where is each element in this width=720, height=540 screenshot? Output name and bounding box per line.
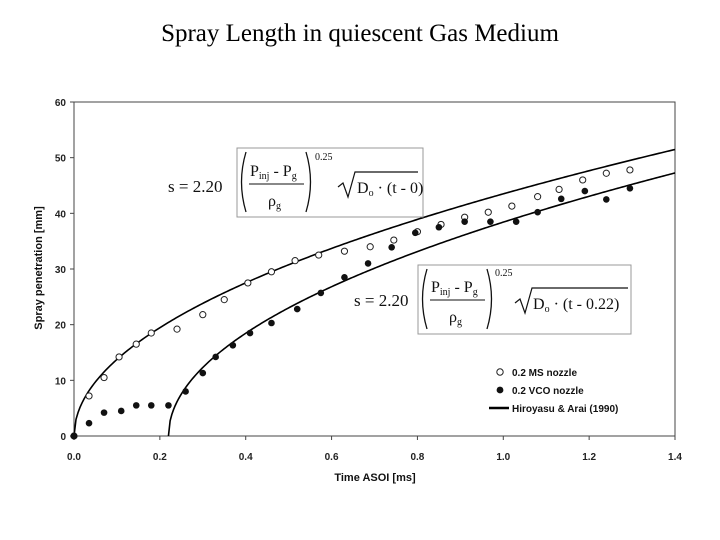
equation-lower-numerator: Pinj - Pg	[431, 279, 478, 298]
y-tick-label: 0	[60, 432, 66, 443]
fit-curves	[73, 148, 676, 437]
x-tick-label: 1.2	[582, 452, 596, 463]
vco-nozzle-point	[435, 223, 443, 231]
x-tick-label: 0.2	[153, 452, 167, 463]
vco-nozzle-point	[626, 184, 634, 192]
vco-nozzle-point	[70, 432, 78, 440]
ms-nozzle-point	[366, 243, 374, 251]
equation-upper-lhs: s = 2.20	[168, 177, 222, 196]
legend-label-vco: 0.2 VCO nozzle	[512, 386, 584, 397]
legend-marker-vco	[496, 386, 504, 394]
slide-title: Spray Length in quiescent Gas Medium	[161, 20, 559, 47]
equation-upper-numerator: Pinj - Pg	[250, 163, 297, 182]
ms-nozzle-point	[390, 236, 398, 244]
ms-nozzle-point	[602, 169, 610, 177]
ms-nozzle-point	[267, 268, 276, 276]
ms-nozzle-point	[199, 311, 207, 319]
ms-nozzle-point	[147, 329, 155, 337]
ms-nozzle-point	[115, 353, 123, 361]
vco-nozzle-point	[229, 341, 237, 349]
legend-marker-ms	[496, 368, 504, 376]
x-tick-label: 0.8	[410, 452, 424, 463]
x-tick-label: 0.0	[67, 452, 81, 463]
x-axis-ticks: 0.0 0.2 0.4 0.6 0.8 1.0 1.2 1.4	[67, 436, 682, 463]
vco-nozzle-point	[132, 402, 140, 409]
equation-lower-root: Do · (t - 0.22)	[533, 296, 619, 315]
equation-lower: s = 2.20 Pinj - Pg ρg 0.25 Do · (t - 0.2…	[354, 264, 632, 335]
y-tick-label: 30	[55, 265, 67, 276]
x-axis-label: Time ASOI [ms]	[334, 472, 416, 484]
vco-nozzle-point	[85, 419, 93, 427]
vco-nozzle-point	[199, 369, 207, 377]
ms-nozzle-point	[626, 166, 634, 174]
vco-nozzle-point	[364, 260, 372, 267]
x-tick-label: 1.4	[668, 452, 682, 463]
y-axis-label: Spray penetration [mm]	[33, 206, 45, 330]
equation-upper: s = 2.20 Pinj - Pg ρg 0.25 Do · (t - 0)	[168, 147, 424, 218]
legend-label-hiroyasu: Hiroyasu & Arai (1990)	[512, 404, 618, 415]
x-tick-label: 1.0	[496, 452, 510, 463]
legend: 0.2 MS nozzle 0.2 VCO nozzle Hiroyasu & …	[489, 368, 618, 415]
ms-nozzle-point	[132, 340, 140, 348]
vco-nozzle-point	[557, 195, 565, 203]
legend-label-ms: 0.2 MS nozzle	[512, 368, 577, 379]
equation-upper-root: Do · (t - 0)	[357, 180, 423, 199]
y-tick-label: 20	[55, 321, 67, 332]
ms-nozzle-point	[291, 257, 299, 265]
y-tick-label: 60	[55, 98, 67, 109]
vco-nozzle-point	[212, 353, 219, 361]
vco-nozzle-point	[268, 319, 275, 327]
ms-nozzle-point	[508, 202, 516, 210]
vco-nozzle-point	[100, 409, 108, 416]
vco-nozzle-point	[147, 402, 155, 409]
ms-nozzle-point	[100, 373, 108, 382]
vco-nozzle-point	[293, 305, 301, 313]
ms-nozzle-point	[173, 325, 181, 333]
vco-nozzle-point	[246, 329, 254, 337]
ms-nozzle-point	[244, 279, 252, 287]
y-tick-label: 40	[55, 209, 67, 220]
vco-nozzle-point	[581, 187, 589, 195]
vco-nozzle-point	[182, 388, 189, 395]
equation-lower-denominator: ρg	[449, 309, 462, 328]
ms-nozzle-point	[484, 208, 492, 216]
fit-curve-1	[167, 172, 676, 437]
vco-nozzle-point	[317, 289, 325, 297]
ms-nozzle-point	[579, 176, 587, 184]
vco-nozzle-point	[534, 208, 541, 216]
vco-nozzle-point	[165, 402, 172, 409]
vco-nozzle-point	[411, 229, 419, 237]
y-tick-label: 50	[55, 154, 67, 165]
fit-curve-0	[73, 148, 676, 437]
vco-nozzle-point	[341, 274, 348, 281]
vco-nozzle-point	[461, 218, 468, 225]
equation-lower-lhs: s = 2.20	[354, 291, 408, 310]
equation-lower-exponent: 0.25	[495, 268, 513, 279]
ms-nozzle-point	[340, 247, 349, 255]
vco-nozzle-point	[487, 218, 494, 225]
vco-nozzle-point	[603, 196, 610, 203]
vco-nozzle-point	[512, 218, 520, 225]
equation-upper-exponent: 0.25	[315, 152, 333, 163]
y-axis-ticks: 0 10 20 30 40 50 60	[55, 98, 74, 443]
data-points	[70, 166, 634, 440]
equation-upper-denominator: ρg	[268, 193, 281, 212]
ms-nozzle-point	[534, 193, 542, 201]
x-tick-label: 0.4	[239, 452, 253, 463]
ms-nozzle-point	[220, 296, 228, 304]
x-tick-label: 0.6	[325, 452, 339, 463]
y-tick-label: 10	[55, 376, 67, 387]
ms-nozzle-point	[85, 392, 93, 400]
vco-nozzle-point	[117, 407, 125, 415]
ms-nozzle-point	[555, 185, 563, 193]
ms-nozzle-point	[315, 251, 323, 259]
vco-nozzle-point	[388, 243, 395, 251]
